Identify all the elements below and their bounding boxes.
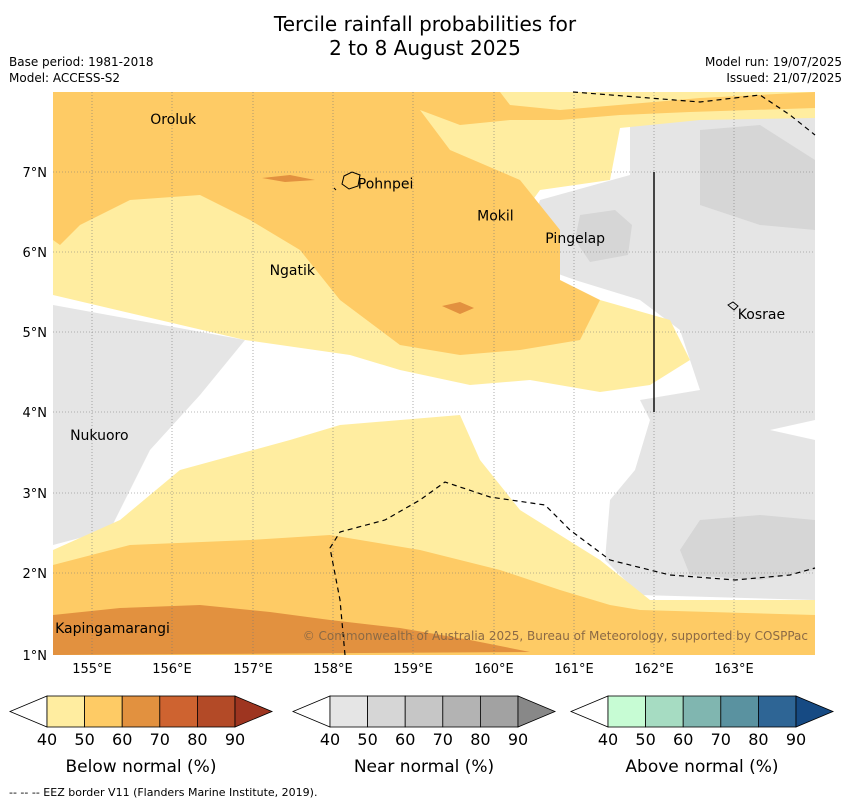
lat-tick-6: 6°N [23, 246, 48, 261]
place-label-oroluk: Oroluk [150, 112, 197, 128]
colorbar-tick: 60 [395, 730, 415, 749]
colorbar-swatch [84, 695, 123, 728]
colorbar-title: Near normal (%) [354, 757, 494, 777]
pohnpei-island [341, 171, 361, 190]
lat-tick-7: 7°N [23, 166, 48, 181]
below-normal-60-pohnpei [262, 175, 315, 182]
colorbar-tick: 90 [225, 730, 245, 749]
colorbar-tick: 50 [635, 730, 655, 749]
gridlines [53, 92, 815, 655]
pohnpei-islet [333, 187, 337, 191]
colorbar-swatch [121, 695, 161, 728]
meta-left: Base period: 1981-2018 Model: ACCESS-S2 [9, 54, 154, 86]
colorbar-tick: 80 [748, 730, 768, 749]
model-run: Model run: 19/07/2025 [704, 55, 842, 69]
colorbar-tick: 70 [150, 730, 170, 749]
colorbar-swatch [442, 695, 481, 728]
colorbar-title: Below normal (%) [66, 757, 217, 777]
model-name: Model: ACCESS-S2 [9, 71, 121, 85]
axis-labels: 155°E 156°E 157°E 158°E 159°E 160°E 161°… [23, 166, 754, 677]
near-normal-50-south [680, 515, 815, 580]
place-label-pingelap: Pingelap [545, 231, 605, 247]
colorbar-swatch [479, 695, 519, 728]
colorbar-swatch [404, 695, 444, 728]
eez-borders [329, 91, 816, 656]
lat-tick-5: 5°N [23, 326, 48, 341]
lat-tick-3: 3°N [23, 487, 48, 502]
colorbar-swatch [758, 695, 797, 728]
lat-tick-2: 2°N [23, 567, 48, 582]
colorbar-swatch [645, 695, 684, 728]
lon-tick-155: 155°E [72, 662, 112, 677]
title-line-1: Tercile rainfall probabilities for [273, 12, 577, 36]
colorbar-tick: 80 [187, 730, 207, 749]
colorbar-swatch [159, 695, 198, 728]
lon-tick-163: 163°E [714, 662, 754, 677]
place-label-ngatik: Ngatik [270, 263, 316, 279]
below-normal-60-mid [442, 302, 474, 314]
colorbar-2: 40 50 60 70 80 90 Near normal (%) [291, 695, 557, 777]
colorbar-swatch [607, 695, 646, 728]
colorbar-tick: 80 [470, 730, 490, 749]
lon-tick-161: 161°E [554, 662, 594, 677]
colorbar-tick: 60 [673, 730, 693, 749]
colorbar-tick: 60 [112, 730, 132, 749]
eez-footnote: -- -- -- EEZ border V11 (Flanders Marine… [9, 786, 318, 799]
kosrae-island [727, 301, 739, 311]
title-line-2: 2 to 8 August 2025 [329, 36, 521, 60]
near-normal-region-west [53, 305, 245, 545]
near-normal-50-east [700, 125, 815, 230]
colorbar-tick: 40 [320, 730, 340, 749]
lon-tick-158: 158°E [313, 662, 353, 677]
lon-tick-156: 156°E [152, 662, 192, 677]
place-labels: Oroluk Pohnpei Mokil Pingelap Ngatik Kosrae Nu… [55, 112, 785, 637]
lon-tick-157: 157°E [233, 662, 273, 677]
colorbar-swatch [196, 695, 236, 728]
issued-date: Issued: 21/07/2025 [726, 71, 842, 85]
colorbar-tick: 40 [37, 730, 57, 749]
colorbar-right-arrow [234, 695, 274, 728]
colorbar-right-arrow [517, 695, 557, 728]
lat-tick-4: 4°N [23, 406, 48, 421]
place-label-mokil: Mokil [477, 209, 514, 225]
near-normal-50-pingelap [575, 210, 632, 262]
place-label-pohnpei: Pohnpei [358, 176, 414, 192]
place-label-kosrae: Kosrae [738, 307, 785, 323]
lat-tick-1: 1°N [23, 649, 48, 664]
base-period: Base period: 1981-2018 [9, 55, 154, 69]
colorbar-swatch [367, 695, 406, 728]
copyright-credit: © Commonwealth of Australia 2025, Bureau… [303, 629, 808, 643]
lon-tick-160: 160°E [474, 662, 514, 677]
colorbar-tick: 90 [508, 730, 528, 749]
colorbar-tick: 90 [786, 730, 806, 749]
colorbar-1: 40 50 60 70 80 90 Below normal (%) [8, 695, 274, 777]
colorbar-title: Above normal (%) [625, 757, 778, 777]
colorbar-left-arrow [8, 695, 48, 728]
lon-tick-162: 162°E [634, 662, 674, 677]
colorbars: 40 50 60 70 80 90 Below normal (%) 40 50 60 70 80 90… [8, 695, 835, 777]
colorbar-left-arrow [569, 695, 609, 728]
colorbar-tick: 40 [598, 730, 618, 749]
colorbar-tick: 50 [357, 730, 377, 749]
below-normal-50-north [53, 92, 815, 355]
colorbar-swatch [682, 695, 722, 728]
lon-tick-159: 159°E [393, 662, 433, 677]
colorbar-swatch [46, 695, 85, 728]
place-label-kapingamarangi: Kapingamarangi [55, 621, 170, 637]
colorbar-swatch [720, 695, 759, 728]
place-label-nukuoro: Nukuoro [70, 428, 128, 444]
meta-right: Model run: 19/07/2025 Issued: 21/07/2025 [705, 54, 842, 86]
colorbar-left-arrow [291, 695, 331, 728]
colorbar-3: 40 50 60 70 80 90 Above normal (%) [569, 695, 835, 777]
colorbar-right-arrow [795, 695, 835, 728]
map-title: Tercile rainfall probabilities for 2 to … [0, 12, 850, 60]
colorbar-tick: 70 [711, 730, 731, 749]
colorbar-tick: 50 [74, 730, 94, 749]
colorbar-swatch [329, 695, 368, 728]
probability-field [53, 92, 815, 655]
colorbar-tick: 70 [433, 730, 453, 749]
